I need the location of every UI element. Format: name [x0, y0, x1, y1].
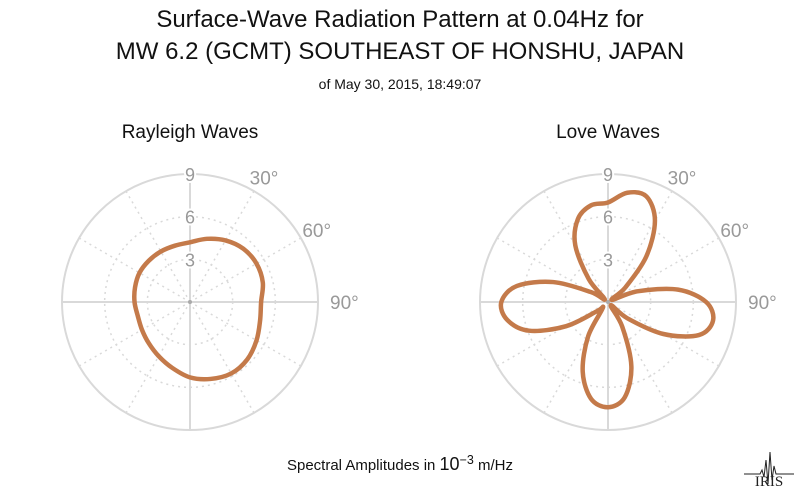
- rayleigh-waves-angle-label-90: 90°: [330, 293, 359, 314]
- rayleigh-waves-angle-label-30: 30°: [250, 168, 279, 189]
- chart-title-line-2: MW 6.2 (GCMT) SOUTHEAST OF HONSHU, JAPAN: [115, 38, 685, 65]
- rayleigh-waves-center-dot: [188, 300, 192, 304]
- rayleigh-waves-spoke-30: [189, 190, 255, 303]
- love-waves-angle-label-30: 30°: [668, 168, 697, 189]
- caption-suffix: m/Hz: [473, 457, 514, 474]
- love-waves-angle-label-60: 60°: [720, 221, 749, 242]
- iris-logo-text: IRIS: [755, 474, 783, 488]
- rayleigh-waves-radial-tick-3: 3: [185, 250, 195, 270]
- rayleigh-waves-panel-title: Rayleigh Waves: [122, 122, 259, 143]
- caption-prefix: Spectral Amplitudes in: [286, 457, 440, 474]
- rayleigh-waves-radial-tick-6: 6: [185, 208, 195, 228]
- love-waves-spoke-30: [607, 190, 673, 303]
- caption-exponent: −3: [459, 453, 474, 467]
- caption-base: 10: [439, 454, 460, 474]
- love-waves-radial-tick-9: 9: [603, 165, 613, 185]
- love-waves-radial-tick-6: 6: [603, 208, 613, 228]
- rayleigh-waves-radiation-curve-0: [132, 236, 266, 382]
- love-waves-panel-title: Love Waves: [556, 122, 660, 143]
- chart-title-line-1: Surface-Wave Radiation Pattern at 0.04Hz…: [156, 6, 644, 33]
- rayleigh-waves-spoke-120: [189, 301, 302, 367]
- love-waves-angle-label-90: 90°: [748, 293, 777, 314]
- rayleigh-waves-angle-label-60: 60°: [302, 221, 331, 242]
- iris-logo: IRIS: [744, 451, 794, 488]
- love-waves-radiation-curve-0: [498, 189, 716, 410]
- love-waves-spoke-60: [607, 237, 720, 303]
- love-waves-radial-tick-3: 3: [603, 250, 613, 270]
- love-waves-center-dot: [606, 300, 610, 304]
- rayleigh-waves-radial-tick-9: 9: [185, 165, 195, 185]
- rayleigh-waves-spoke-150: [189, 301, 255, 414]
- amplitude-units-caption: Spectral Amplitudes in 10−3 m/Hz: [0, 453, 800, 475]
- chart-subtitle-date: of May 30, 2015, 18:49:07: [318, 76, 482, 92]
